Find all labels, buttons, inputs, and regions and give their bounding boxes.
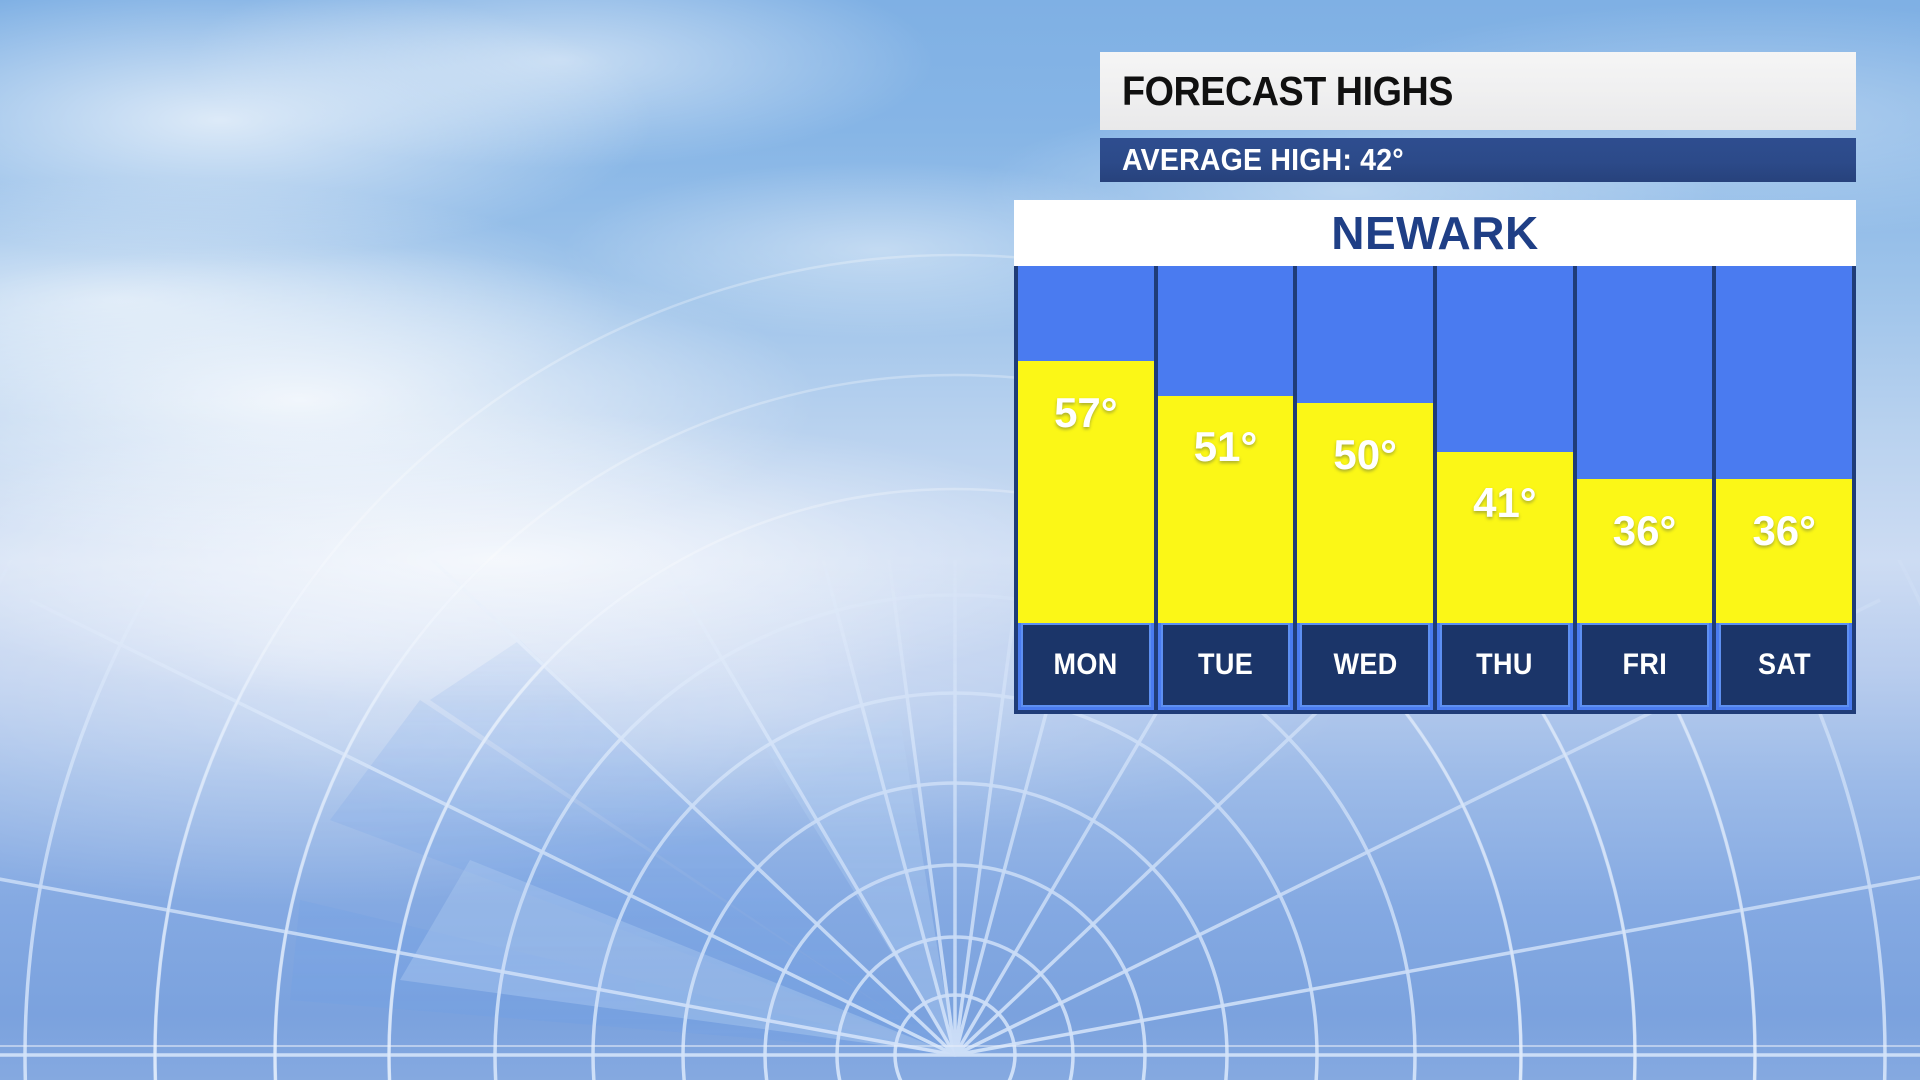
day-label: FRI (1622, 648, 1667, 681)
day-label-box: FRI (1579, 623, 1710, 707)
forecast-day-column: 36° FRI (1576, 266, 1717, 710)
day-label: WED (1333, 648, 1398, 681)
day-label: MON (1053, 648, 1118, 681)
temperature-bar (1437, 451, 1573, 623)
temperature-bar (1716, 478, 1853, 623)
day-label-box: THU (1440, 623, 1570, 707)
forecast-bar-chart: 57° MON 51° TUE 50° WED 41° THU 36° FRI 36° SAT (1014, 266, 1856, 714)
average-high-bar: AVERAGE HIGH: 42° (1100, 138, 1856, 182)
forecast-title-bar: FORECAST HIGHS (1100, 52, 1856, 130)
city-name: NEWARK (1331, 207, 1539, 259)
forecast-day-column: 41° THU (1437, 266, 1577, 710)
temperature-bar (1297, 403, 1434, 623)
day-label: THU (1476, 648, 1534, 681)
forecast-day-column: 57° MON (1018, 266, 1158, 710)
day-label-box: SAT (1719, 623, 1850, 707)
forecast-day-column: 51° TUE (1157, 266, 1298, 710)
forecast-panel: FORECAST HIGHS AVERAGE HIGH: 42° NEWARK … (1014, 52, 1856, 714)
day-label-box: TUE (1160, 623, 1291, 707)
day-label: SAT (1757, 648, 1811, 681)
temperature-bar (1018, 361, 1154, 623)
average-high-text: AVERAGE HIGH: 42° (1122, 142, 1404, 177)
temperature-bar (1576, 478, 1713, 623)
forecast-day-column: 50° WED (1297, 266, 1438, 710)
page-title: FORECAST HIGHS (1122, 67, 1453, 114)
forecast-day-column: 36° SAT (1716, 266, 1853, 710)
day-label-box: MON (1021, 623, 1151, 707)
day-label: TUE (1197, 648, 1254, 681)
city-name-bar: NEWARK (1014, 200, 1856, 266)
temperature-bar (1157, 395, 1294, 623)
day-label-box: WED (1300, 623, 1431, 707)
